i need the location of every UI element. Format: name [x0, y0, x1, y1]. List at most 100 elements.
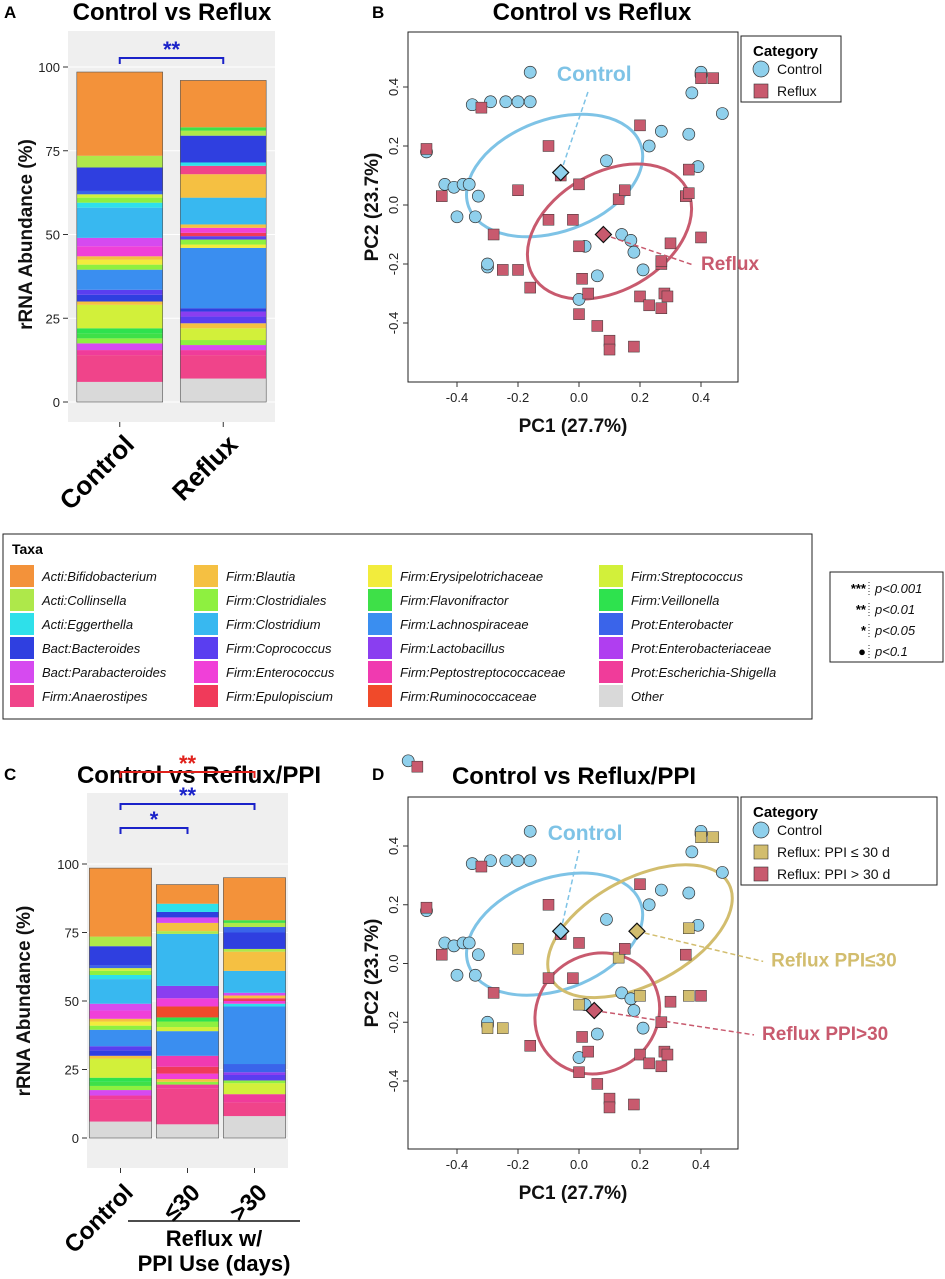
chart-title: Control vs Reflux — [493, 0, 692, 26]
point-reflux — [582, 1045, 594, 1058]
point-reflux — [603, 343, 616, 356]
x-axis-label: PC1 (27.7%) — [519, 1183, 628, 1204]
legend-title: Category — [753, 43, 819, 60]
significance-stars: * — [150, 807, 159, 832]
legend-symbol-ppi_le — [753, 844, 769, 860]
bar-2 — [223, 877, 286, 1139]
bar-segment — [76, 294, 163, 302]
point-ppi_le — [573, 998, 585, 1011]
point-control — [682, 886, 696, 900]
significance-symbol: ** — [856, 602, 867, 617]
bar-segment — [223, 970, 286, 993]
panel-letter-D: D — [372, 765, 384, 784]
bar-segment — [89, 1081, 152, 1086]
pcoa-panel-D: Control vs Reflux/PPI -0.4 -0.2 0.0 0.2 0.4 -0… — [362, 754, 938, 1204]
bar-segment — [156, 998, 219, 1007]
bar-segment — [156, 1021, 219, 1028]
significance-legend: *** p<0.001 ** p<0.01 * p<0.05 ● p<0.1 — [829, 571, 944, 663]
x-tick-label: 0.2 — [631, 1157, 649, 1172]
ellipse-reflux — [533, 951, 662, 1076]
bar-outline — [156, 884, 219, 1139]
point-ppi_le — [683, 922, 695, 934]
bar-segment — [156, 903, 219, 912]
bar-segment — [76, 190, 163, 195]
y-tick-label: 0.0 — [386, 954, 401, 972]
point-reflux — [542, 972, 555, 984]
pcoa-panel-B: Control vs Reflux -0.4 -0.2 0.0 0.2 0.4 -0.4 -0… — [362, 0, 842, 437]
point-reflux — [603, 1101, 616, 1114]
taxa-swatch — [194, 589, 218, 611]
point-control — [685, 86, 699, 100]
bar-segment — [180, 378, 267, 402]
bar-segment — [76, 207, 163, 238]
centroid-marker — [585, 1001, 604, 1020]
significance-bracket — [119, 827, 189, 834]
y-tick-label: 25 — [65, 1063, 79, 1078]
bar-segment — [180, 244, 267, 248]
point-control — [499, 95, 513, 109]
bar-segment — [180, 311, 267, 317]
bar-segment — [89, 1055, 152, 1059]
bar-segment — [89, 1095, 152, 1100]
point-reflux — [655, 1060, 668, 1073]
taxa-label: Prot:Enterobacteriaceae — [631, 641, 771, 656]
bar-segment — [89, 1029, 152, 1047]
taxa-swatch — [368, 589, 392, 611]
taxa-label: Firm:Clostridiales — [226, 593, 327, 608]
bar-panel-A: Control vs Reflux 0 25 50 75 100 rRNA Abundanc… — [16, 0, 275, 516]
bar-segment — [223, 922, 286, 928]
significance-label: p<0.05 — [874, 623, 916, 638]
taxa-label: Firm:Peptostreptococcaceae — [400, 665, 565, 680]
bar-0 — [89, 867, 152, 1139]
centroid-marker — [551, 922, 570, 941]
bar-segment — [180, 174, 267, 198]
y-tick-label: 75 — [65, 926, 79, 941]
point-reflux — [567, 214, 579, 226]
y-tick-label: 0 — [53, 395, 60, 410]
bar-segment — [223, 998, 286, 1001]
bar-segment — [180, 135, 267, 163]
bar-segment — [156, 1124, 219, 1138]
taxa-label: Firm:Streptococcus — [631, 569, 743, 584]
point-control — [572, 1051, 586, 1064]
taxa-swatch — [10, 661, 34, 683]
bar-segment — [223, 951, 286, 971]
y-tick-label: 50 — [65, 994, 79, 1009]
bar-segment — [223, 1116, 286, 1138]
bar-segment — [156, 1055, 219, 1067]
taxa-swatch — [10, 613, 34, 635]
point-reflux — [643, 299, 655, 312]
point-control — [523, 95, 537, 109]
chart-title: Control vs Reflux — [73, 0, 272, 26]
point-control — [600, 154, 613, 168]
bar-segment — [156, 1066, 219, 1074]
point-ppi_le — [707, 831, 719, 843]
bar-segment — [223, 1001, 286, 1004]
bar-segment — [89, 979, 152, 1004]
taxa-swatch — [194, 565, 218, 587]
bar-segment — [180, 340, 267, 346]
point-control — [615, 986, 629, 1000]
bar-segment — [156, 1088, 219, 1125]
y-tick-label: -0.2 — [386, 253, 401, 275]
bar-segment — [180, 308, 267, 312]
taxa-label: Acti:Eggerthella — [41, 617, 133, 632]
bar-segment — [89, 1021, 152, 1026]
bar-segment — [156, 1073, 219, 1080]
legend-symbol-control — [752, 821, 770, 839]
point-reflux — [573, 308, 585, 320]
taxa-label: Firm:Blautia — [226, 569, 295, 584]
taxa-label: Firm:Anaerostipes — [42, 689, 148, 704]
bar-segment — [76, 197, 163, 203]
bar-segment — [156, 922, 219, 932]
point-ppi_le — [683, 990, 695, 1002]
bar-segment — [76, 259, 163, 265]
x-group-label-line2: PPI Use (days) — [138, 1251, 291, 1276]
bar-segment — [223, 877, 286, 921]
panel-letter-A: A — [4, 3, 16, 22]
point-control — [642, 898, 656, 912]
taxa-label: Firm:Lachnospiraceae — [400, 617, 529, 632]
bar-outline — [76, 71, 164, 403]
point-reflux — [628, 1098, 640, 1111]
bar-segment — [223, 992, 286, 996]
